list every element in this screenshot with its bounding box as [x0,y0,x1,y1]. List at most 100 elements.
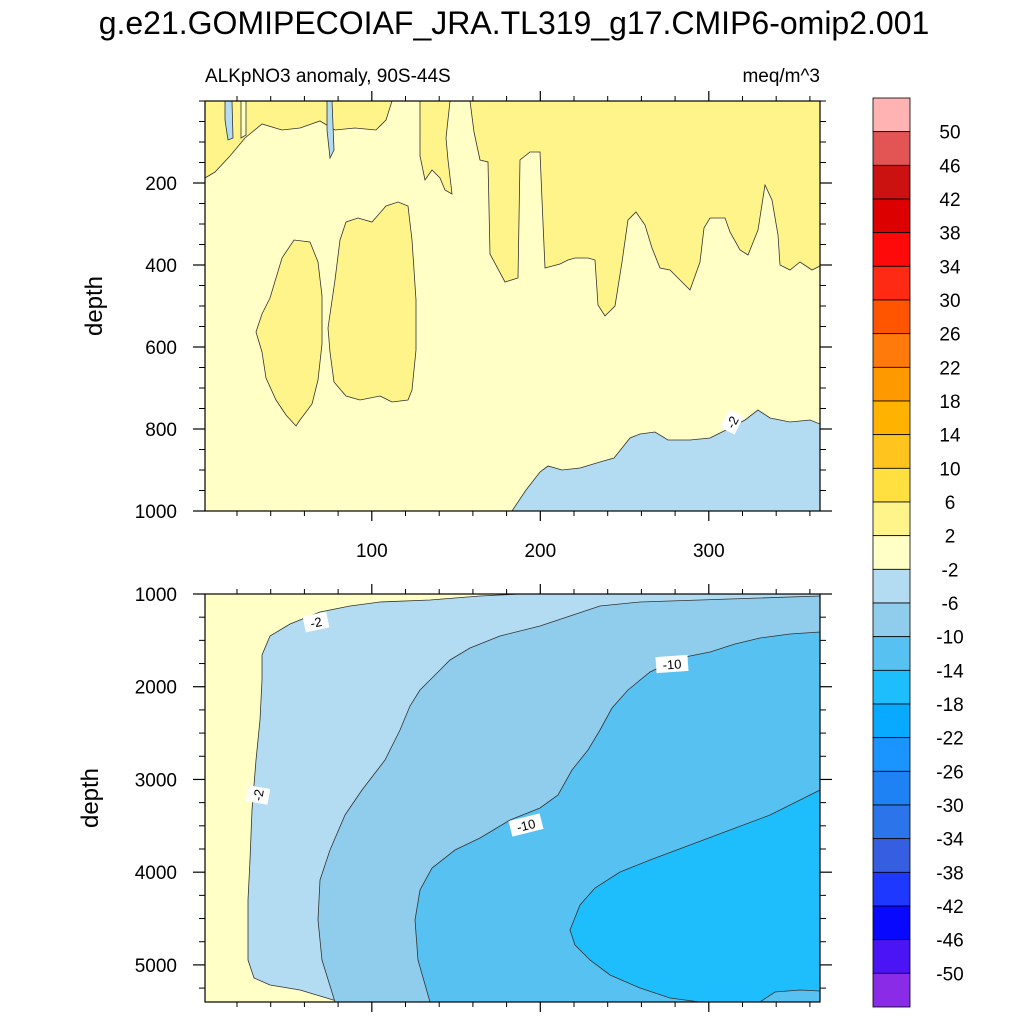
colorbar-label: -30 [936,796,963,817]
colorbar-label: -38 [936,863,963,884]
colorbar-swatch [872,568,911,604]
lower-plot-frame [204,593,821,1003]
colorbar-label: 46 [939,156,960,177]
y-tick-label: 4000 [135,863,177,884]
colorbar-label: 22 [939,358,960,379]
colorbar-label: -6 [942,594,959,615]
colorbar-swatch [872,299,911,335]
colorbar-swatch [872,804,911,840]
lower-band-m18 [569,789,820,1002]
upper-positive-blob-left [255,239,323,427]
lower-contour-label-m10-lower: -10 [508,813,544,837]
x-tick-label: 100 [356,541,388,562]
colorbar-swatch [872,535,911,570]
colorbar-label: 34 [939,257,961,278]
colorbar-swatch [872,232,911,267]
colorbar-swatch [872,467,911,503]
contour-label-bg [302,611,330,633]
colorbar-label: -14 [936,661,964,682]
colorbar-swatch [872,972,911,1008]
colorbar-swatch [872,366,911,402]
colorbar-swatch [872,97,911,133]
colorbar-label: -26 [936,762,963,783]
colorbar-swatch [872,501,911,537]
colorbar-label: 6 [945,493,956,514]
colorbar-label: -34 [936,830,964,851]
lower-band-m14-bottom [759,989,820,1002]
colorbar-label: -22 [936,729,963,750]
y-tick-label: 2000 [135,678,177,699]
y-tick-label: 200 [145,174,177,195]
chart-subtitle: ALKpNO3 anomaly, 90S-44S [205,66,451,87]
units-label: meq/m^3 [742,66,820,87]
y-tick-label: 1000 [135,585,177,606]
upper-contour-label-m2: -2 [720,409,744,435]
colorbar-label: 38 [939,224,960,245]
colorbar-swatch [872,838,911,873]
upper-positive-band [205,101,820,317]
contour-label: -2 [309,614,323,631]
upper-positive-blob-mid [327,201,417,403]
colorbar-label: -18 [936,695,963,716]
upper-plot-area [205,101,820,511]
contour-label: -2 [250,788,267,802]
upper-axes: 100 200 300 200 400 600 800 1000 [135,91,832,562]
lower-contour-label-m10-upper: -10 [655,654,689,674]
colorbar-swatch [872,939,911,974]
y-tick-label: 1000 [135,502,177,523]
colorbar-label: -42 [936,897,963,918]
colorbar-label: -2 [942,560,959,581]
lower-contour-label-m2-top: -2 [302,611,330,633]
colorbar-swatch [872,265,911,301]
upper-background-gap [240,101,247,139]
contour-label-bg [508,813,544,837]
colorbar-label: 42 [939,190,960,211]
colorbar-swatch [872,131,911,166]
upper-cold-streak-1 [224,101,234,141]
colorbar-swatch [872,164,911,200]
contour-label-bg [245,785,271,805]
y-tick-label: 5000 [135,956,177,977]
chart-title: g.e21.GOMIPECOIAF_JRA.TL319_g17.CMIP6-om… [99,5,930,41]
colorbar: 50 46 42 38 34 30 26 22 18 14 10 6 2 -2 -6 -10 -14 -18 -22… [872,97,964,1008]
colorbar-swatch [872,602,911,638]
contour-label-bg [720,409,744,435]
colorbar-label: 18 [939,392,960,413]
colorbar-swatch [872,400,911,436]
y-tick-label: 400 [145,256,177,277]
colorbar-label: 30 [939,291,960,312]
lower-axes: 1000 2000 3000 4000 5000 [135,584,832,1012]
contour-label: -10 [515,816,537,835]
colorbar-swatch [872,737,911,772]
colorbar-swatch [872,198,911,234]
colorbar-label: -46 [936,931,963,952]
contour-label-bg [655,654,689,674]
y-tick-label: 600 [145,338,177,359]
colorbar-label: 26 [939,325,960,346]
upper-ylabel: depth [81,276,108,336]
colorbar-swatch [872,669,911,705]
colorbar-swatch [872,333,911,368]
colorbar-label: 14 [939,426,961,447]
contour-label: -10 [662,656,682,672]
lower-plot-area [205,594,820,1002]
colorbar-swatch [872,434,911,469]
colorbar-label: 10 [939,459,960,480]
y-tick-label: 800 [145,420,177,441]
x-tick-label: 200 [524,541,556,562]
y-tick-label: 3000 [135,770,177,791]
upper-cold-streak-2 [326,101,335,160]
colorbar-swatch [872,770,911,806]
colorbar-swatch [872,636,911,671]
x-tick-label: 300 [693,541,725,562]
colorbar-swatch [872,703,911,739]
upper-negative-region [511,409,820,511]
colorbar-swatch [872,871,911,907]
colorbar-label: 50 [939,123,960,144]
colorbar-label: -50 [936,964,963,985]
colorbar-label: -10 [936,628,963,649]
colorbar-swatch [872,905,911,941]
lower-ylabel: depth [77,768,104,828]
colorbar-label: 2 [945,527,956,548]
